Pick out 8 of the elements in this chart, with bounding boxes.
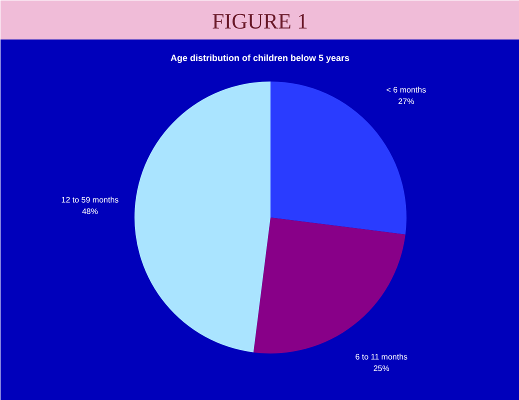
slice-label: 12 to 59 months — [61, 196, 119, 205]
data-label: 25% — [373, 364, 390, 374]
slice-label: < 6 months — [386, 85, 426, 94]
data-label: 27% — [398, 97, 414, 106]
chart-title: FIGURE 1 — [212, 8, 308, 34]
slice-label: 6 to 11 months — [355, 352, 408, 362]
data-label: 48% — [82, 207, 98, 216]
chart-subtitle: Age distribution of children below 5 years — [170, 52, 350, 63]
